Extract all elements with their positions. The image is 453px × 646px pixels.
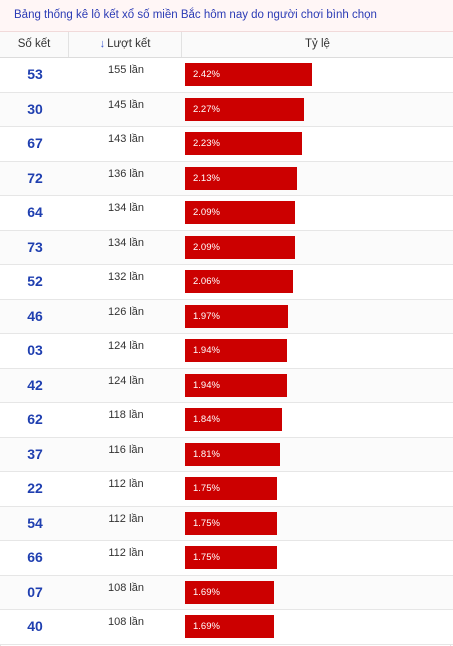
ratio-bar: 1.75% — [185, 477, 277, 500]
vote-count: 112 lần — [108, 512, 144, 525]
vote-count: 143 lần — [107, 133, 145, 145]
ratio-label: 1.94% — [193, 379, 220, 391]
lottery-number: 64 — [27, 204, 43, 220]
ratio-label: 2.06% — [193, 276, 220, 287]
header-count[interactable]: ↓ Lượt kết — [68, 32, 182, 57]
ratio-label: 2.13% — [193, 172, 220, 184]
vote-count: 112 lần — [108, 478, 144, 490]
lottery-number: 30 — [27, 100, 43, 117]
header-count-label: Lượt kết — [107, 38, 151, 50]
arrow-down-icon: ↓ — [99, 38, 106, 50]
table-row: 67 143 lần 2.23% — [0, 127, 453, 162]
vote-count: 134 lần — [107, 202, 145, 214]
lottery-number: 07 — [27, 583, 43, 600]
table-row: 53 155 lần 2.42% — [0, 58, 453, 93]
ratio-bar: 2.13% — [185, 166, 297, 190]
ratio-label: 2.27% — [193, 103, 220, 115]
lottery-number: 72 — [27, 169, 43, 186]
vote-count: 132 lần — [107, 271, 145, 283]
vote-count: 145 lần — [107, 98, 145, 111]
lottery-number: 67 — [27, 135, 43, 151]
table-row: 64 134 lần 2.09% — [0, 196, 453, 231]
table-row: 46 126 lần 1.97% — [0, 299, 453, 334]
table-body: 53 155 lần 2.42% 30 145 lần 2.27% 67 143 lần 2.2… — [0, 58, 453, 645]
ratio-label: 2.09% — [193, 207, 220, 218]
lottery-number: 54 — [27, 514, 43, 531]
lottery-number: 62 — [27, 411, 43, 427]
ratio-label: 2.09% — [193, 241, 220, 253]
ratio-bar: 1.75% — [185, 546, 277, 569]
ratio-bar: 1.75% — [185, 511, 277, 535]
ratio-label: 2.42% — [193, 69, 220, 80]
ratio-bar: 1.97% — [185, 304, 288, 328]
ratio-label: 1.69% — [193, 586, 220, 598]
table-caption: Bảng thống kê lô kết xổ số miền Bắc hôm … — [0, 0, 453, 32]
vote-count: 116 lần — [108, 443, 144, 456]
header-number[interactable]: Số kết — [17, 38, 51, 50]
ratio-bar: 1.94% — [185, 373, 287, 397]
ratio-bar: 2.09% — [185, 235, 295, 259]
table-header: Số kết ↓ Lượt kết Tỷ lệ — [0, 32, 453, 58]
vote-count: 108 lần — [107, 581, 145, 594]
table-row: 37 116 lần 1.81% — [0, 437, 453, 472]
table-row: 62 118 lần 1.84% — [0, 403, 453, 438]
ratio-label: 1.75% — [193, 483, 220, 494]
table-row: 66 112 lần 1.75% — [0, 541, 453, 576]
vote-count: 134 lần — [107, 236, 145, 249]
ratio-label: 1.75% — [193, 517, 220, 529]
ratio-label: 1.69% — [193, 621, 220, 632]
lottery-number: 42 — [27, 376, 43, 393]
lottery-number: 40 — [27, 618, 43, 634]
vote-count: 118 lần — [108, 409, 144, 421]
vote-count: 112 lần — [108, 547, 144, 559]
vote-count: 108 lần — [107, 616, 145, 628]
vote-count: 126 lần — [107, 305, 145, 318]
lottery-number: 37 — [27, 445, 43, 462]
table-row: 03 124 lần 1.94% — [0, 334, 453, 369]
lottery-number: 73 — [27, 238, 43, 255]
lottery-number: 03 — [27, 342, 43, 358]
vote-count: 136 lần — [107, 167, 145, 180]
lottery-number: 22 — [27, 480, 43, 496]
header-divider — [68, 32, 69, 57]
table-row: 54 112 lần 1.75% — [0, 506, 453, 541]
vote-count: 124 lần — [107, 374, 145, 387]
ratio-bar: 1.84% — [185, 408, 282, 431]
lottery-number: 66 — [27, 549, 43, 565]
lottery-number: 53 — [27, 66, 43, 82]
ratio-bar: 2.09% — [185, 201, 295, 224]
table-row: 07 108 lần 1.69% — [0, 575, 453, 610]
header-ratio[interactable]: Tỷ lệ — [305, 38, 330, 50]
ratio-label: 1.81% — [193, 448, 220, 460]
ratio-bar: 1.69% — [185, 580, 274, 604]
ratio-bar: 2.27% — [185, 97, 304, 121]
lottery-number: 46 — [27, 307, 43, 324]
lottery-number: 52 — [27, 273, 43, 289]
vote-count: 155 lần — [107, 64, 145, 76]
table-row: 52 132 lần 2.06% — [0, 265, 453, 300]
ratio-bar: 1.94% — [185, 339, 287, 362]
ratio-bar: 2.42% — [185, 63, 312, 86]
ratio-label: 1.84% — [193, 414, 220, 425]
table-row: 42 124 lần 1.94% — [0, 368, 453, 403]
ratio-bar: 1.69% — [185, 615, 274, 638]
ratio-label: 1.94% — [193, 345, 220, 356]
ratio-label: 1.97% — [193, 310, 220, 322]
table-row: 73 134 lần 2.09% — [0, 230, 453, 265]
ratio-bar: 1.81% — [185, 442, 280, 466]
table-row: 22 112 lần 1.75% — [0, 472, 453, 507]
ratio-label: 2.23% — [193, 138, 220, 149]
table-row: 40 108 lần 1.69% — [0, 610, 453, 645]
vote-count: 124 lần — [107, 340, 145, 352]
header-divider — [181, 32, 182, 57]
table-row: 30 145 lần 2.27% — [0, 92, 453, 127]
ratio-bar: 2.23% — [185, 132, 302, 155]
table-row: 72 136 lần 2.13% — [0, 161, 453, 196]
ratio-label: 1.75% — [193, 552, 220, 563]
ratio-bar: 2.06% — [185, 270, 293, 293]
